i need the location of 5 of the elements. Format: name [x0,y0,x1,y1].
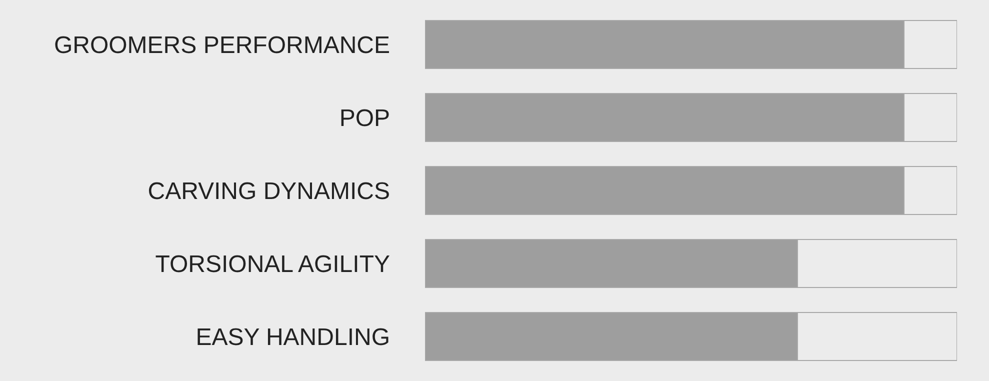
y-tick-label: POP [339,104,390,132]
y-tick-label: EASY HANDLING [196,324,390,351]
y-tick-label: GROOMERS PERFORMANCE [54,32,390,59]
y-tick-label: TORSIONAL AGILITY [155,250,390,278]
y-tick-label: CARVING DYNAMICS [148,178,390,205]
